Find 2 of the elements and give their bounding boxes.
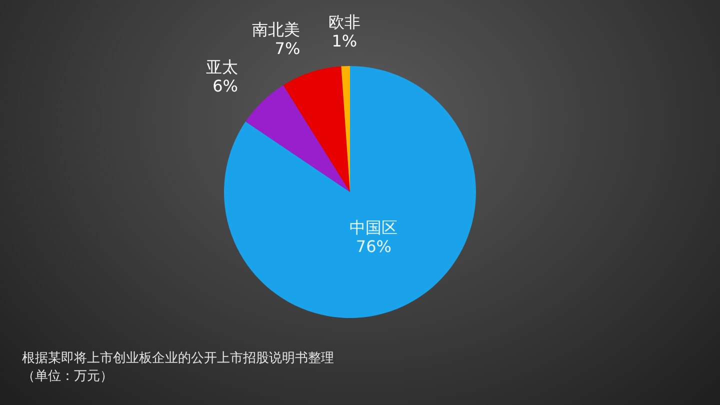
annotation: 根据某即将上市创业板企业的公开上市招股说明书整理 [22, 351, 334, 366]
annotation: （单位：万元） [22, 369, 113, 384]
